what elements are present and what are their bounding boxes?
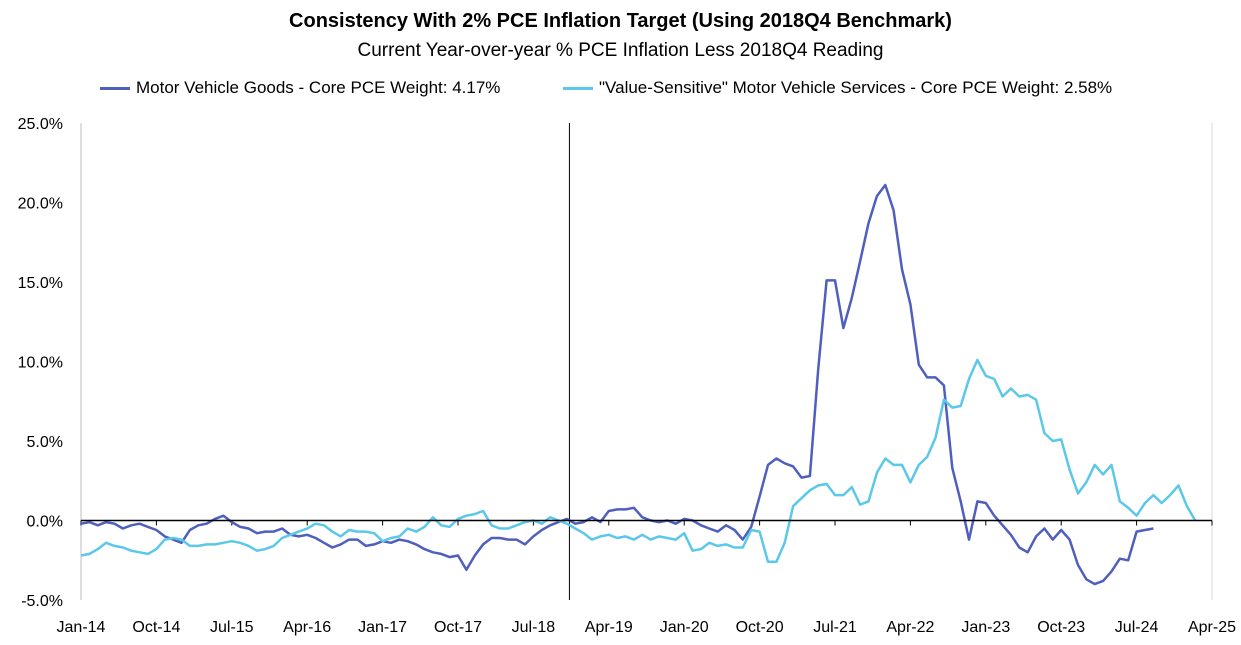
chart-title: Consistency With 2% PCE Inflation Target… xyxy=(289,10,952,32)
x-tick-label: Jul-24 xyxy=(1115,619,1159,636)
legend-swatch-services xyxy=(563,86,593,90)
x-tick-label: Oct-20 xyxy=(736,619,784,636)
y-tick-label: 25.0% xyxy=(18,116,63,133)
series-line-motor-vehicle-goods xyxy=(80,183,1154,586)
y-tick-label: 0.0% xyxy=(27,514,63,531)
x-tick-label: Jul-15 xyxy=(210,619,254,636)
x-tick-label: Jul-21 xyxy=(813,619,857,636)
x-tick-label: Jan-14 xyxy=(57,619,106,636)
x-tick-label: Apr-22 xyxy=(886,619,934,636)
y-tick-label: 5.0% xyxy=(27,434,63,451)
x-tick-label: Jan-20 xyxy=(660,619,709,636)
legend-label-services: "Value-Sensitive" Motor Vehicle Services… xyxy=(599,78,1113,97)
legend-item-motor-vehicle-goods: Motor Vehicle Goods - Core PCE Weight: 4… xyxy=(100,78,500,98)
x-tick-label: Apr-16 xyxy=(283,619,331,636)
chart-subtitle: Current Year-over-year % PCE Inflation L… xyxy=(357,40,884,61)
x-tick-label: Jan-17 xyxy=(358,619,407,636)
series-line-motor-vehicle-services xyxy=(80,358,1197,564)
y-tick-label: 10.0% xyxy=(18,355,63,372)
y-tick-label: 20.0% xyxy=(18,196,63,213)
legend-label-goods: Motor Vehicle Goods - Core PCE Weight: 4… xyxy=(136,78,501,97)
y-tick-label: 15.0% xyxy=(18,275,63,292)
x-tick-label: Apr-19 xyxy=(585,619,633,636)
x-tick-label: Oct-14 xyxy=(132,619,180,636)
legend-item-motor-vehicle-services: "Value-Sensitive" Motor Vehicle Services… xyxy=(563,78,1112,98)
y-tick-label: -5.0% xyxy=(21,593,63,610)
x-tick-label: Oct-23 xyxy=(1037,619,1085,636)
legend-swatch-goods xyxy=(100,86,130,90)
chart-legend: Motor Vehicle Goods - Core PCE Weight: 4… xyxy=(0,78,1241,102)
x-tick-label: Jul-18 xyxy=(512,619,556,636)
x-tick-label: Jan-23 xyxy=(961,619,1010,636)
x-tick-label: Apr-25 xyxy=(1188,619,1236,636)
x-tick-label: Oct-17 xyxy=(434,619,482,636)
